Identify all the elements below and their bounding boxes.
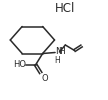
Text: H: H — [54, 56, 60, 65]
Text: HO: HO — [13, 60, 26, 69]
Text: HCl: HCl — [55, 2, 75, 16]
Text: N: N — [56, 48, 62, 56]
Text: H: H — [58, 48, 65, 56]
Text: O: O — [41, 74, 48, 84]
